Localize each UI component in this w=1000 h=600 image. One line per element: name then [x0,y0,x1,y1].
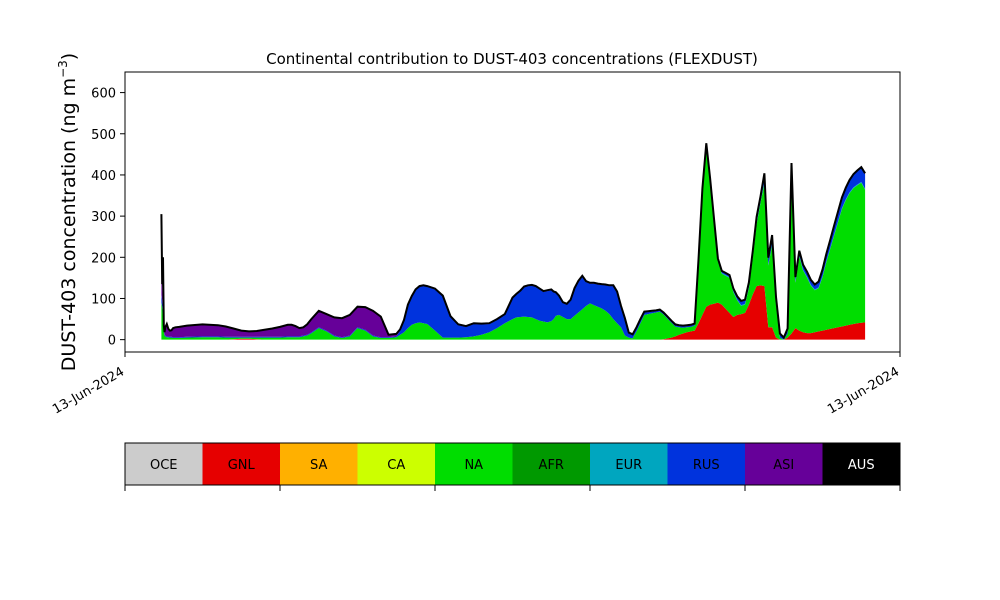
x-tick-label: 13-Jun-2024 [825,364,902,417]
legend-swatch-aus [822,443,901,485]
legend-swatch-gnl [202,443,281,485]
y-tick-label: 0 [108,334,116,349]
legend-label: SA [310,458,327,473]
y-axis-label-main: DUST-403 concentration (ng m [58,78,80,371]
legend-swatch-ca [357,443,436,485]
legend-swatch-eur [590,443,668,485]
legend-swatch-oce [125,443,203,485]
area-gnl [161,285,866,340]
chart-title: Continental contribution to DUST-403 con… [266,50,758,68]
legend-label: AUS [848,458,875,473]
y-axis-label-close: ) [58,53,80,60]
x-tick-label: 13-Jun-2024 [50,364,127,417]
total-line [160,143,866,340]
legend-label: ASI [773,458,794,473]
legend-swatch-rus [667,443,746,485]
x-axis: 13-Jun-2024 13-Jun-2024 [50,352,902,417]
area-na [161,146,866,340]
legend-colorbar: OCE GNL SA CA NA AFR EUR RUS ASI AUS [124,442,901,491]
y-tick-label: 300 [91,210,116,225]
legend-label: NA [464,458,483,473]
y-axis-label-sup: −3 [56,60,70,78]
legend-label: EUR [615,458,642,473]
legend-label: RUS [693,458,720,473]
y-axis: 0 100 200 300 400 500 600 [91,87,125,349]
legend-label: OCE [150,458,178,473]
legend-label: CA [387,458,405,473]
y-tick-label: 200 [91,251,116,266]
y-tick-label: 100 [91,292,116,307]
legend-swatch-sa [280,443,358,485]
legend-swatch-na [435,443,513,485]
y-tick-label: 600 [91,87,116,102]
legend-swatch-afr [512,443,591,485]
legend-label: GNL [228,458,256,473]
legend-swatch-asi [745,443,823,485]
y-axis-label: DUST-403 concentration (ng m−3) [56,53,80,371]
area-rus [161,144,866,340]
legend-label: AFR [539,458,564,473]
plot-frame [124,71,901,353]
y-tick-label: 500 [91,128,116,143]
legend-frame [124,442,901,486]
area-series-group [161,143,866,340]
y-tick-label: 400 [91,169,116,184]
